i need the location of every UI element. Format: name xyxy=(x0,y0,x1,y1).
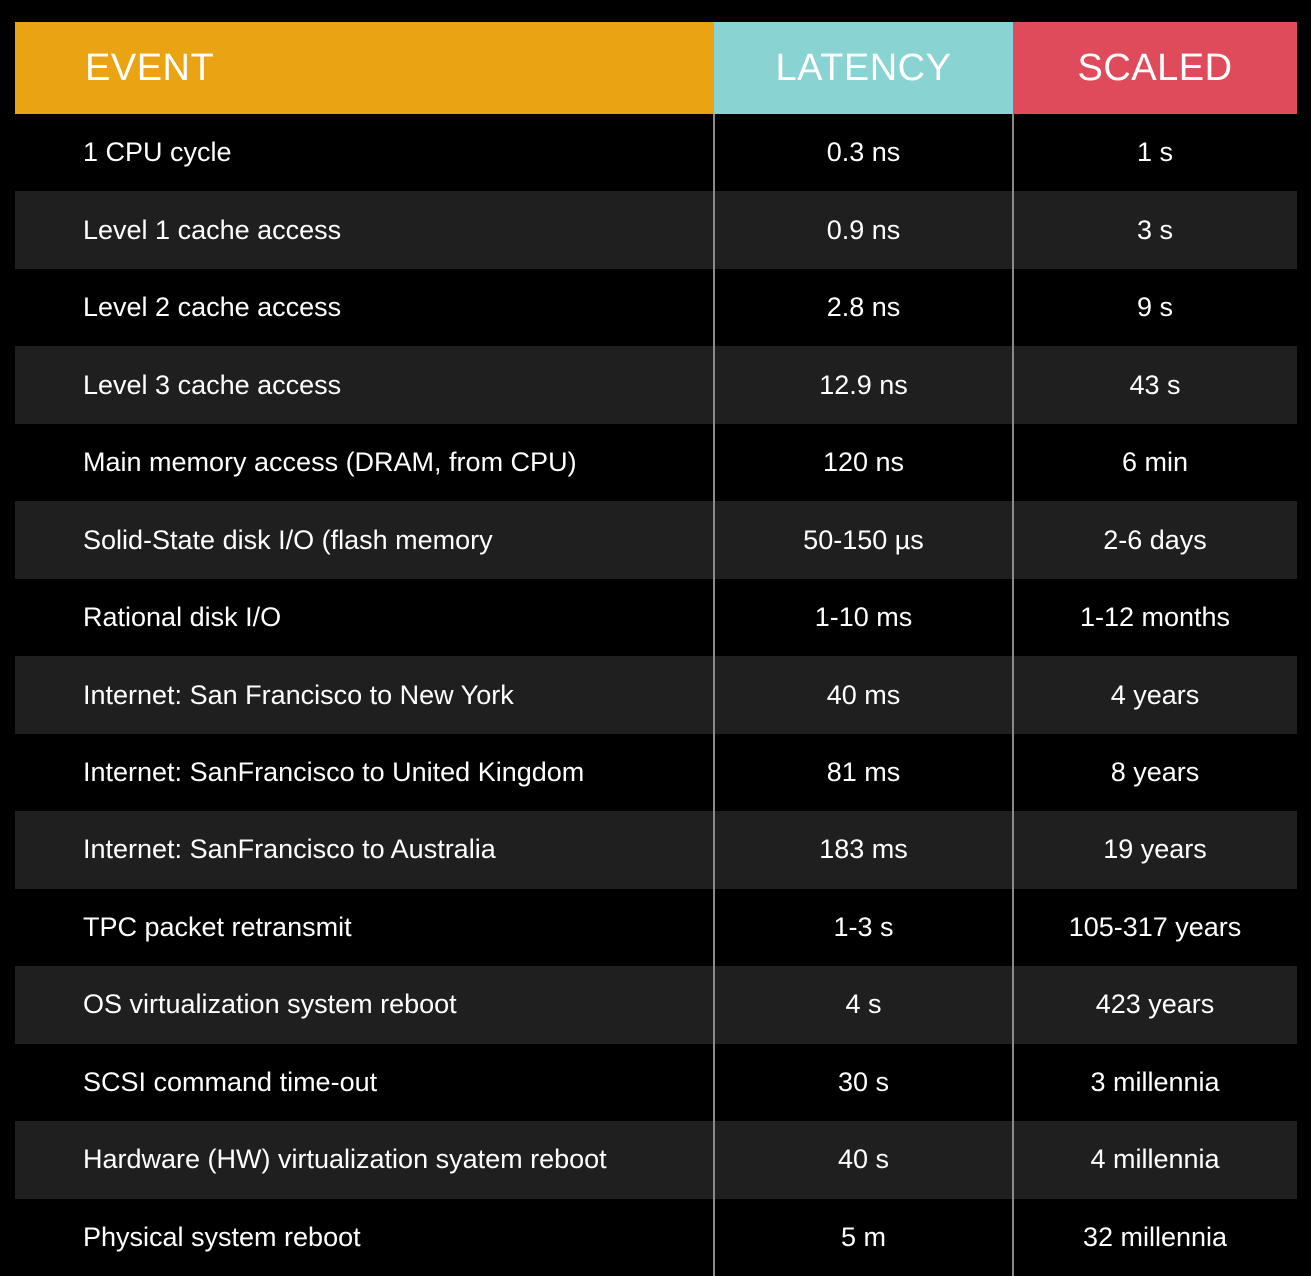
latency-cell: 5 m xyxy=(840,1221,886,1252)
latency-cell: 1-10 ms xyxy=(814,602,913,633)
latency-cell: 50-150 µs xyxy=(803,524,924,555)
header-scaled: SCALED xyxy=(1013,22,1297,114)
event-cell: TPC packet retransmit xyxy=(83,911,352,942)
latency-cell: 2.8 ns xyxy=(826,292,901,323)
table-row: Level 2 cache access 2.8 ns 9 s xyxy=(15,269,1297,346)
table-row: Internet: SanFrancisco to Australia 183 m… xyxy=(15,811,1297,889)
scaled-cell: 43 s xyxy=(1129,369,1181,400)
scaled-cell: 19 years xyxy=(1103,834,1207,865)
scaled-cell: 1-12 months xyxy=(1079,602,1231,633)
table-row: SCSI command time-out 30 s 3 millennia xyxy=(15,1044,1297,1121)
scaled-cell: 9 s xyxy=(1136,292,1174,323)
scaled-cell: 3 s xyxy=(1136,214,1174,245)
latency-cell: 12.9 ns xyxy=(819,369,908,400)
event-cell: Level 3 cache access xyxy=(83,369,342,400)
event-cell: 1 CPU cycle xyxy=(83,137,232,168)
table-header: EVENT LATENCY SCALED xyxy=(15,22,1297,114)
scaled-cell: 6 min xyxy=(1121,447,1189,478)
table-row: Main memory access (DRAM, from CPU) 120 n… xyxy=(15,424,1297,501)
header-latency: LATENCY xyxy=(714,22,1013,114)
table-row: Hardware (HW) virtualization syatem rebo… xyxy=(15,1121,1297,1199)
event-cell: OS virtualization system reboot xyxy=(83,989,457,1020)
event-cell: Internet: SanFrancisco to Australia xyxy=(83,834,496,865)
table-row: TPC packet retransmit 1-3 s 105-317 years xyxy=(15,889,1297,966)
column-divider xyxy=(1012,114,1014,1276)
latency-cell: 183 ms xyxy=(819,834,908,865)
scaled-cell: 423 years xyxy=(1095,989,1215,1020)
table-row: Internet: SanFrancisco to United Kingdom… xyxy=(15,734,1297,811)
event-cell: Main memory access (DRAM, from CPU) xyxy=(83,447,577,478)
scaled-cell: 105-317 years xyxy=(1068,911,1242,942)
latency-cell: 0.3 ns xyxy=(826,137,901,168)
scaled-cell: 1 s xyxy=(1136,137,1174,168)
latency-cell: 120 ns xyxy=(822,447,905,478)
latency-cell: 81 ms xyxy=(826,756,901,787)
event-cell: SCSI command time-out xyxy=(83,1066,378,1097)
latency-cell: 40 ms xyxy=(826,679,901,710)
latency-cell: 40 s xyxy=(837,1144,890,1175)
latency-cell: 30 s xyxy=(837,1066,890,1097)
event-cell: Level 2 cache access xyxy=(83,292,342,323)
table-row: OS virtualization system reboot 4 s 423 ye… xyxy=(15,966,1297,1044)
scaled-cell: 3 millennia xyxy=(1090,1066,1220,1097)
table-row: Solid-State disk I/O (flash memory 50-150… xyxy=(15,501,1297,579)
latency-cell: 0.9 ns xyxy=(826,214,901,245)
table-body: 1 CPU cycle 0.3 ns 1 s Level 1 cache access… xyxy=(15,114,1297,1276)
latency-cell: 4 s xyxy=(845,989,882,1020)
event-cell: Rational disk I/O xyxy=(83,602,282,633)
scaled-cell: 4 millennia xyxy=(1090,1144,1220,1175)
event-cell: Hardware (HW) virtualization syatem rebo… xyxy=(83,1144,607,1175)
scaled-cell: 8 years xyxy=(1110,756,1200,787)
table-row: Level 1 cache access 0.9 ns 3 s xyxy=(15,191,1297,269)
table-row: 1 CPU cycle 0.3 ns 1 s xyxy=(15,114,1297,191)
header-event: EVENT xyxy=(15,22,714,114)
latency-cell: 1-3 s xyxy=(833,911,894,942)
table-row: Internet: San Francisco to New York 40 ms… xyxy=(15,656,1297,734)
scaled-cell: 32 millennia xyxy=(1082,1221,1228,1252)
table-row: Rational disk I/O 1-10 ms 1-12 months xyxy=(15,579,1297,656)
event-cell: Level 1 cache access xyxy=(83,214,342,245)
table-row: Physical system reboot 5 m 32 millennia xyxy=(15,1199,1297,1276)
event-cell: Internet: San Francisco to New York xyxy=(83,679,514,710)
table-row: Level 3 cache access 12.9 ns 43 s xyxy=(15,346,1297,424)
event-cell: Physical system reboot xyxy=(83,1221,361,1252)
event-cell: Internet: SanFrancisco to United Kingdom xyxy=(83,756,585,787)
scaled-cell: 2-6 days xyxy=(1103,524,1207,555)
scaled-cell: 4 years xyxy=(1110,679,1200,710)
event-cell: Solid-State disk I/O (flash memory xyxy=(83,524,493,555)
column-divider xyxy=(713,114,715,1276)
